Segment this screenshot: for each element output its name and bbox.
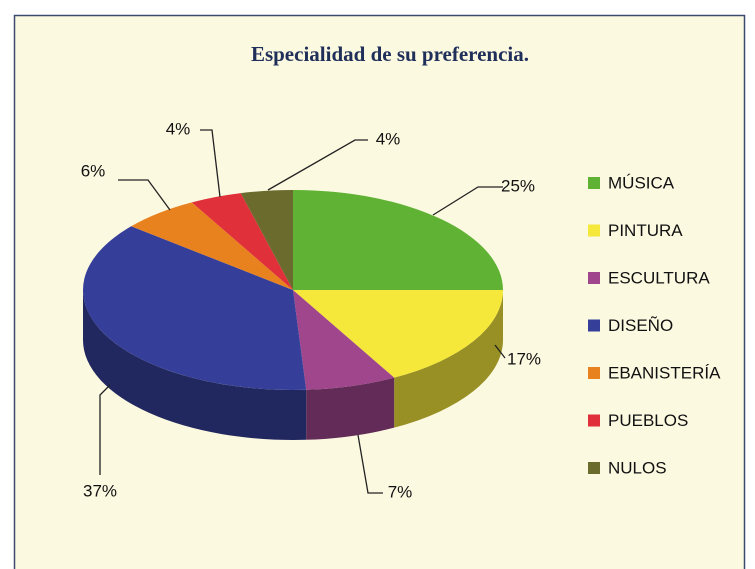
leader-line <box>267 139 368 191</box>
data-label: 17% <box>507 349 541 368</box>
legend-swatch <box>588 177 600 189</box>
pie-slice <box>131 202 293 290</box>
pie-sides <box>83 290 503 440</box>
leader-line <box>99 384 111 475</box>
leader-line <box>200 129 221 198</box>
legend-label: PINTURA <box>608 221 683 240</box>
pie-slice <box>240 190 293 290</box>
pie-slice <box>293 290 503 378</box>
legend-swatch <box>588 319 600 332</box>
data-label: 37% <box>83 481 117 500</box>
legend-label: NULOS <box>608 458 667 477</box>
legend-label: MÚSICA <box>608 173 675 192</box>
pie-side <box>394 290 503 428</box>
legend-label: EBANISTERÍA <box>608 363 721 382</box>
data-label: 7% <box>388 482 413 501</box>
pie-side <box>83 290 307 440</box>
pie-slice <box>82 226 307 390</box>
legend-label: DISEÑO <box>608 316 673 335</box>
data-label: 6% <box>81 161 106 180</box>
pie-side <box>306 377 395 440</box>
pie-tops <box>82 190 503 390</box>
pie-slice <box>191 193 293 290</box>
legend-label: PUEBLOS <box>608 411 688 430</box>
data-label: 25% <box>501 176 535 195</box>
legend-swatch <box>588 224 600 237</box>
legend-swatch <box>588 367 600 379</box>
data-label: 4% <box>376 129 401 148</box>
leader-line <box>118 179 171 211</box>
legend-swatch <box>588 462 600 474</box>
pie-slice <box>293 290 395 390</box>
legend-label: ESCULTURA <box>608 268 710 287</box>
data-label: 4% <box>166 119 191 138</box>
chart-title: Especialidad de su preferencia. <box>251 42 529 66</box>
pie-slice <box>293 190 503 290</box>
leader-line <box>432 186 503 216</box>
legend: MÚSICA PINTURA ESCULTURA DISEÑO EBANISTERÍA P… <box>588 173 721 477</box>
data-labels: 25% 17% 7% 37% 6% 4% 4% <box>81 119 541 501</box>
leader-line <box>357 434 383 494</box>
legend-swatch <box>588 272 600 284</box>
leader-line <box>494 344 506 359</box>
legend-swatch <box>588 414 600 427</box>
